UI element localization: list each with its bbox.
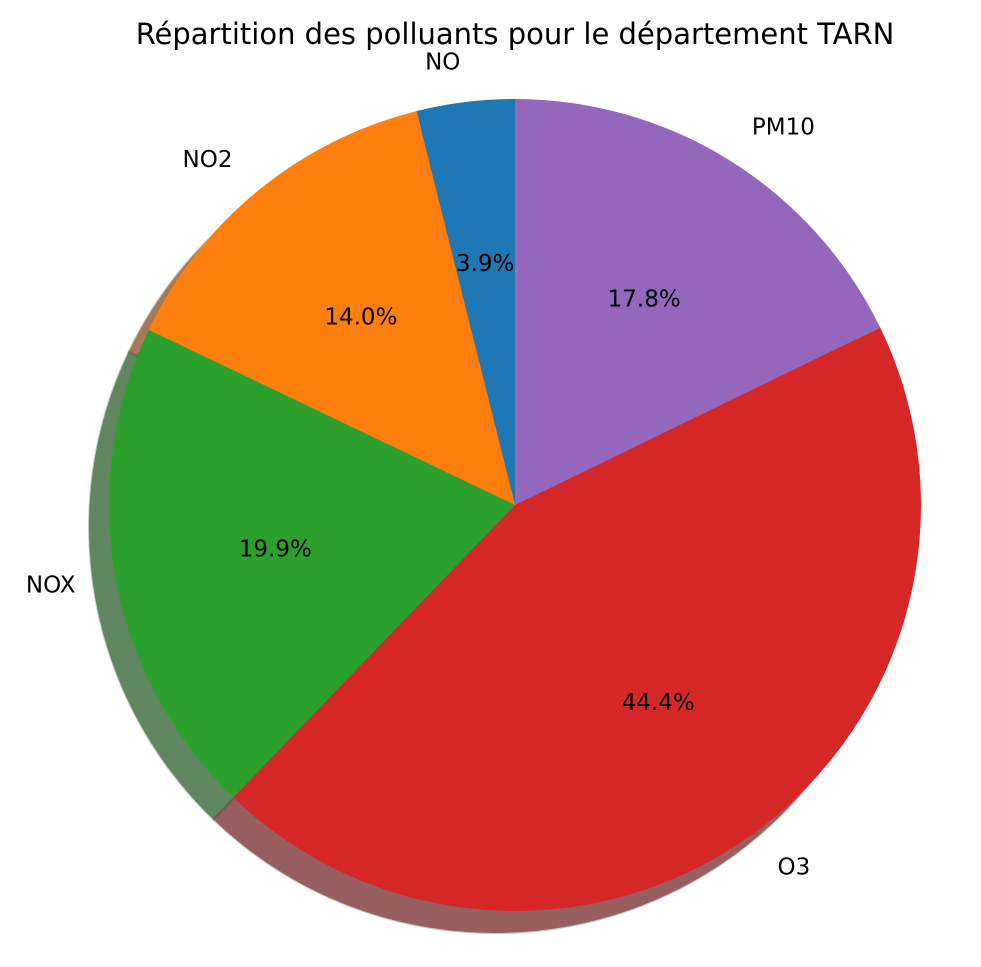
pie-category-labels: NO NO2 NOX O3 PM10 (26, 50, 815, 881)
pie-category-label-no2: NO2 (183, 147, 233, 173)
pie-category-label-o3: O3 (778, 854, 811, 880)
pie-slice-nox (108, 329, 515, 798)
pie-category-label-nox: NOX (26, 573, 76, 599)
pie-percent-labels: 3.9% 14.0% 19.9% 44.4% 17.8% (239, 251, 695, 716)
pie-slice-no2 (148, 111, 516, 505)
chart-title: Répartition des polluants pour le départ… (136, 17, 895, 51)
pie-category-label-no: NO (425, 50, 460, 76)
pie-slice-no (416, 99, 515, 505)
pie-slice-pm10 (515, 99, 881, 505)
pie-category-label-pm10: PM10 (752, 114, 815, 140)
pie-percent-label-nox: 19.9% (239, 536, 312, 562)
pie-slices (108, 99, 922, 912)
pie-percent-label-pm10: 17.8% (608, 287, 681, 313)
pie-percent-label-o3: 44.4% (622, 690, 695, 716)
pie-percent-label-no: 3.9% (456, 251, 514, 277)
pie-slice-o3 (233, 327, 922, 912)
pie-percent-label-no2: 14.0% (324, 304, 397, 330)
